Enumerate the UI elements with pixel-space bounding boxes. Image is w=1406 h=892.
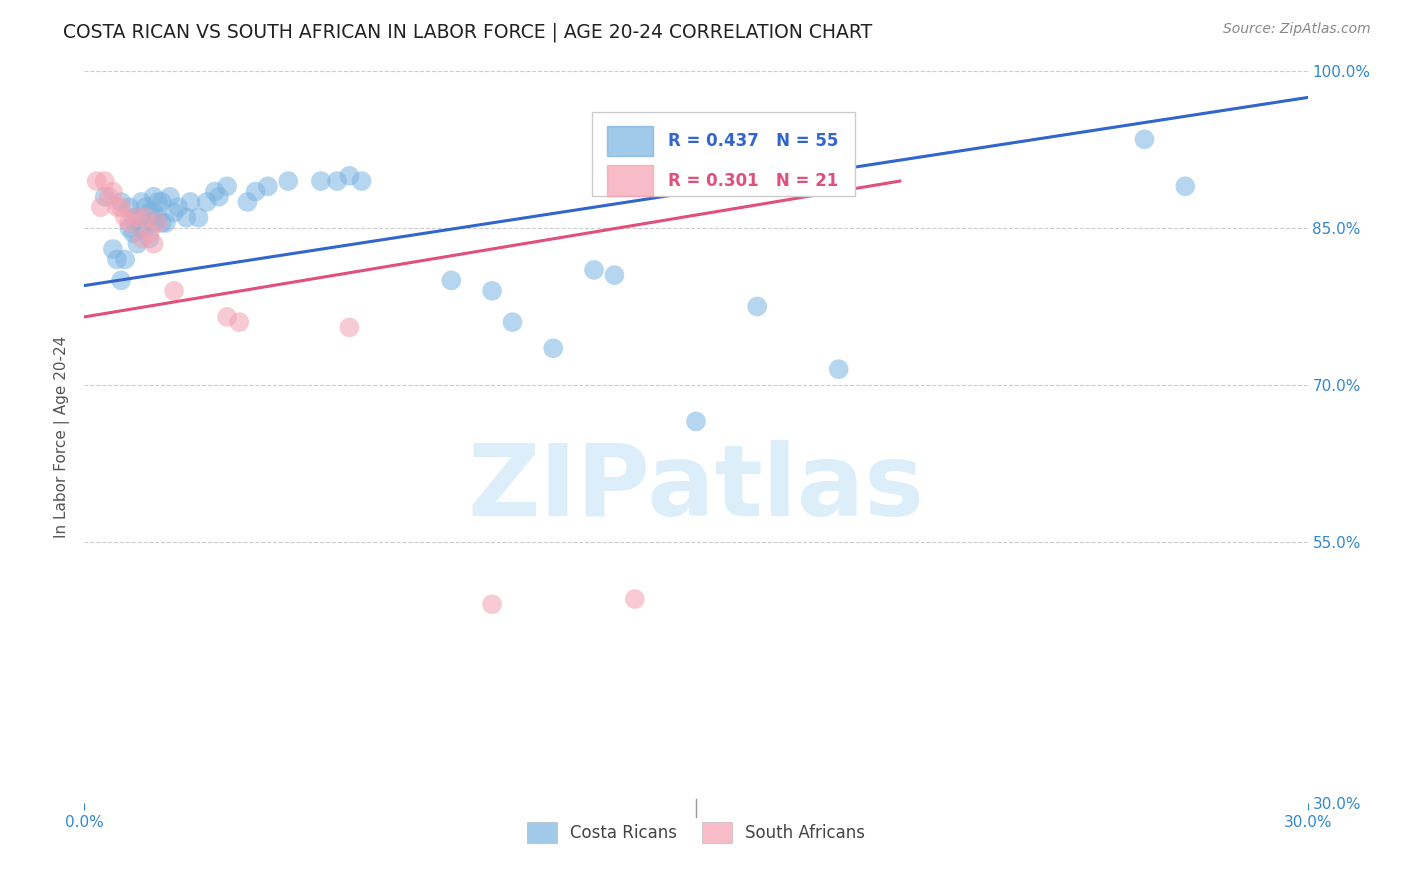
Point bbox=[127, 236, 149, 251]
Point bbox=[110, 194, 132, 209]
Point bbox=[159, 190, 181, 204]
Point bbox=[208, 190, 231, 204]
Bar bbox=[606, 165, 654, 196]
Point bbox=[146, 216, 169, 230]
Point bbox=[122, 211, 145, 225]
Point bbox=[624, 592, 647, 607]
Point bbox=[481, 597, 503, 611]
Point bbox=[142, 216, 165, 230]
Point bbox=[502, 315, 524, 329]
Point bbox=[90, 200, 112, 214]
Text: COSTA RICAN VS SOUTH AFRICAN IN LABOR FORCE | AGE 20-24 CORRELATION CHART: COSTA RICAN VS SOUTH AFRICAN IN LABOR FO… bbox=[63, 22, 873, 42]
Point bbox=[339, 320, 361, 334]
Point bbox=[114, 252, 136, 267]
Point bbox=[86, 174, 108, 188]
Point bbox=[187, 211, 209, 225]
Point bbox=[1174, 179, 1197, 194]
Point bbox=[118, 216, 141, 230]
Point bbox=[603, 268, 626, 282]
Point bbox=[167, 200, 190, 214]
Point bbox=[228, 315, 250, 329]
Point bbox=[150, 216, 173, 230]
Point bbox=[142, 190, 165, 204]
Text: R = 0.301   N = 21: R = 0.301 N = 21 bbox=[668, 171, 838, 190]
Point bbox=[97, 190, 120, 204]
Point bbox=[105, 252, 128, 267]
Point bbox=[828, 362, 851, 376]
Point bbox=[163, 205, 186, 219]
Point bbox=[122, 227, 145, 241]
Point bbox=[118, 221, 141, 235]
Point bbox=[204, 185, 226, 199]
Point bbox=[277, 174, 299, 188]
Point bbox=[105, 200, 128, 214]
Point bbox=[163, 284, 186, 298]
Point bbox=[236, 194, 259, 209]
Point bbox=[127, 211, 149, 225]
Point bbox=[257, 179, 280, 194]
Point bbox=[1133, 132, 1156, 146]
Point bbox=[138, 227, 160, 241]
Point bbox=[118, 200, 141, 214]
Text: ZIPatlas: ZIPatlas bbox=[468, 440, 924, 537]
Point bbox=[146, 211, 169, 225]
Point bbox=[142, 236, 165, 251]
Point bbox=[440, 273, 463, 287]
Point bbox=[217, 310, 239, 324]
Text: Source: ZipAtlas.com: Source: ZipAtlas.com bbox=[1223, 22, 1371, 37]
Point bbox=[114, 211, 136, 225]
Point bbox=[138, 231, 160, 245]
Bar bbox=[606, 126, 654, 156]
Point bbox=[326, 174, 349, 188]
Point bbox=[174, 211, 197, 225]
Point bbox=[131, 221, 153, 235]
Point bbox=[150, 194, 173, 209]
Point bbox=[747, 300, 769, 314]
Point bbox=[543, 341, 565, 355]
Point bbox=[339, 169, 361, 183]
Point bbox=[195, 194, 218, 209]
Point bbox=[110, 273, 132, 287]
Point bbox=[146, 194, 169, 209]
FancyBboxPatch shape bbox=[592, 112, 855, 195]
Legend: Costa Ricans, South Africans: Costa Ricans, South Africans bbox=[520, 815, 872, 849]
Point bbox=[131, 231, 153, 245]
Point bbox=[481, 284, 503, 298]
Point bbox=[309, 174, 332, 188]
Point bbox=[135, 200, 157, 214]
Point bbox=[179, 194, 201, 209]
Point bbox=[110, 200, 132, 214]
Y-axis label: In Labor Force | Age 20-24: In Labor Force | Age 20-24 bbox=[55, 336, 70, 538]
Point bbox=[135, 211, 157, 225]
Point bbox=[245, 185, 267, 199]
Point bbox=[217, 179, 239, 194]
Point bbox=[350, 174, 373, 188]
Point bbox=[101, 185, 124, 199]
Point bbox=[155, 216, 177, 230]
Point bbox=[131, 194, 153, 209]
Point bbox=[685, 414, 707, 428]
Point bbox=[93, 190, 115, 204]
Point bbox=[583, 263, 606, 277]
Point bbox=[135, 221, 157, 235]
Point bbox=[142, 205, 165, 219]
Point bbox=[127, 211, 149, 225]
Text: R = 0.437   N = 55: R = 0.437 N = 55 bbox=[668, 132, 838, 150]
Point bbox=[93, 174, 115, 188]
Point bbox=[101, 242, 124, 256]
Point bbox=[138, 205, 160, 219]
